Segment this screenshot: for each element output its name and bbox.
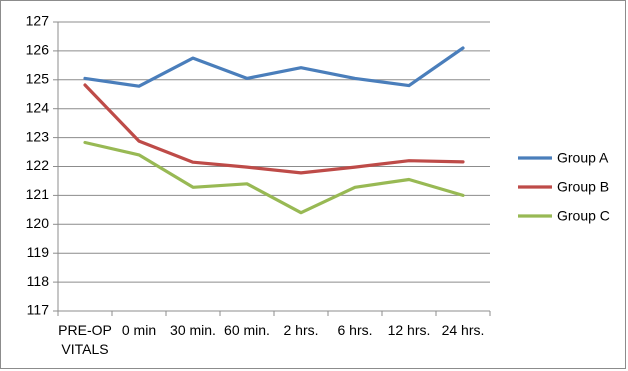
y-tick-label: 117 [27, 302, 50, 318]
y-tick-label: 122 [26, 157, 50, 173]
y-tick-label: 121 [26, 186, 50, 202]
legend-label: Group B [557, 179, 609, 195]
series-line-group-b [83, 83, 465, 175]
y-tick-label: 120 [26, 215, 50, 231]
x-tick-label: 60 min. [224, 322, 270, 338]
x-tick-label: 30 min. [170, 322, 216, 338]
legend-label: Group A [557, 150, 609, 166]
x-tick-label: PRE-OP VITALS [58, 322, 112, 357]
legend-label: Group C [557, 208, 610, 224]
series-line-group-c [83, 140, 465, 215]
y-tick-label: 119 [27, 244, 50, 260]
series-lines [83, 46, 465, 215]
y-tick-label: 124 [26, 99, 50, 115]
legend: Group A Group B Group C [518, 150, 610, 224]
y-axis-tick-labels: 117 118 119 120 121 122 123 124 125 126 127 [26, 13, 50, 318]
series-line-group-a [83, 46, 465, 88]
x-tick-label: 6 hrs. [337, 322, 372, 338]
axes [53, 21, 491, 316]
y-tick-label: 123 [26, 128, 50, 144]
x-tick-label: 0 min [122, 322, 156, 338]
x-tick-label: 24 hrs. [442, 322, 485, 338]
y-tick-label: 125 [26, 71, 50, 87]
gridlines [58, 21, 490, 312]
y-tick-label: 127 [26, 13, 50, 29]
y-tick-label: 118 [27, 273, 50, 289]
x-axis-tick-labels: PRE-OP VITALS 0 min 30 min. 60 min. 2 hrs. 6 h… [58, 322, 484, 357]
x-tick-label: 12 hrs. [388, 322, 431, 338]
y-tick-label: 126 [26, 42, 50, 58]
x-tick-label: 2 hrs. [283, 322, 318, 338]
